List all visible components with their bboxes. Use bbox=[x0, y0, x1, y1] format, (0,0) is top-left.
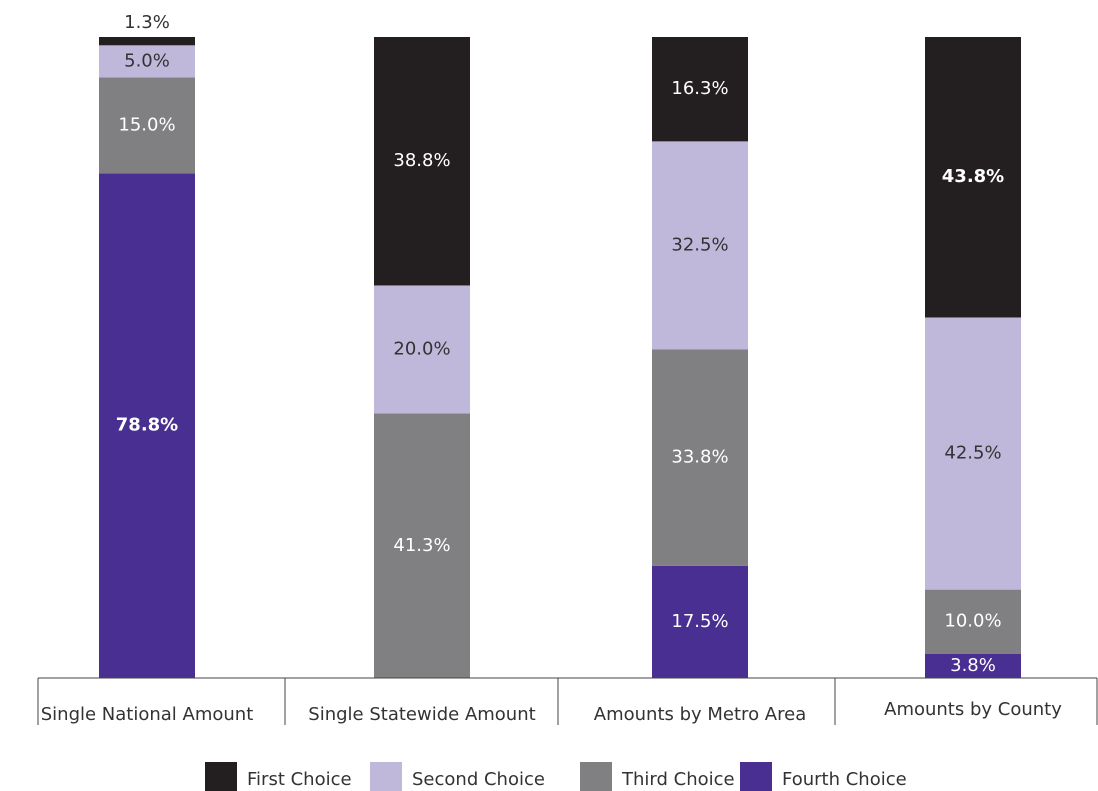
bar-segment bbox=[374, 413, 470, 678]
bar-segment bbox=[925, 317, 1021, 590]
value-label: 43.8% bbox=[942, 166, 1004, 187]
value-label: 32.5% bbox=[671, 234, 728, 255]
bar-segment bbox=[925, 589, 1021, 654]
legend-swatch bbox=[580, 762, 612, 791]
legend-label: Fourth Choice bbox=[782, 769, 907, 790]
value-label: 16.3% bbox=[671, 78, 728, 99]
legend-swatch bbox=[205, 762, 237, 791]
x-tick-label: Amounts by Metro Area bbox=[594, 704, 806, 725]
value-label: 10.0% bbox=[944, 611, 1001, 632]
x-tick-label: Amounts by County bbox=[884, 699, 1062, 720]
bar-segment bbox=[925, 653, 1021, 678]
bar-segment bbox=[652, 37, 748, 142]
bar-segment bbox=[652, 141, 748, 350]
bar-segment bbox=[99, 173, 195, 678]
bar-segment bbox=[925, 37, 1021, 318]
legend-swatch bbox=[740, 762, 772, 791]
value-label: 3.8% bbox=[950, 655, 996, 676]
legend-swatch bbox=[370, 762, 402, 791]
bar-segment bbox=[652, 349, 748, 566]
bar-segment bbox=[374, 285, 470, 414]
value-label: 5.0% bbox=[124, 50, 170, 71]
value-label: 17.5% bbox=[671, 611, 728, 632]
bar-segment bbox=[374, 37, 470, 286]
value-label: 41.3% bbox=[393, 535, 450, 556]
value-label: 42.5% bbox=[944, 443, 1001, 464]
value-label: 1.3% bbox=[124, 12, 170, 33]
value-label: 20.0% bbox=[393, 338, 450, 359]
x-tick-label: Single Statewide Amount bbox=[308, 704, 535, 725]
value-label: 78.8% bbox=[116, 415, 178, 436]
value-label: 33.8% bbox=[671, 447, 728, 468]
value-label: 38.8% bbox=[393, 150, 450, 171]
bar-segment bbox=[99, 45, 195, 78]
bar-segment bbox=[99, 37, 195, 46]
bar-segment bbox=[99, 77, 195, 174]
x-tick-label: Single National Amount bbox=[41, 704, 254, 725]
legend-label: Second Choice bbox=[412, 769, 545, 790]
legend-label: First Choice bbox=[247, 769, 352, 790]
bar-segment bbox=[652, 565, 748, 678]
legend-label: Third Choice bbox=[621, 769, 735, 790]
value-label: 15.0% bbox=[118, 114, 175, 135]
